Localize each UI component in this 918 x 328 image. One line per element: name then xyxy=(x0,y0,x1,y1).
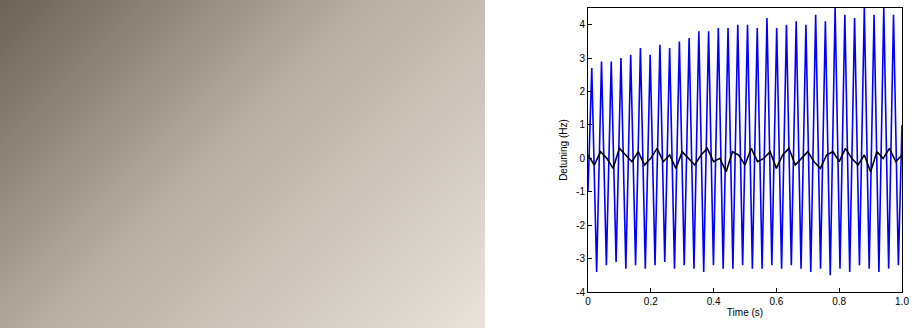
svg-text:-4: -4 xyxy=(576,287,585,298)
svg-text:3: 3 xyxy=(579,53,585,64)
svg-text:-1: -1 xyxy=(576,186,585,197)
svg-text:0.8: 0.8 xyxy=(832,296,846,307)
svg-text:Detuning (Hz): Detuning (Hz) xyxy=(558,119,569,181)
svg-text:0.6: 0.6 xyxy=(769,296,783,307)
svg-text:2: 2 xyxy=(579,86,585,97)
svg-text:1.0: 1.0 xyxy=(895,296,909,307)
svg-text:-2: -2 xyxy=(576,220,585,231)
svg-text:0.2: 0.2 xyxy=(644,296,658,307)
svg-text:0.4: 0.4 xyxy=(707,296,721,307)
svg-text:4: 4 xyxy=(579,19,585,30)
svg-text:Time (s): Time (s) xyxy=(727,307,763,318)
svg-text:0: 0 xyxy=(585,296,591,307)
svg-text:1: 1 xyxy=(579,119,585,130)
svg-text:-3: -3 xyxy=(576,253,585,264)
svg-text:0: 0 xyxy=(579,153,585,164)
